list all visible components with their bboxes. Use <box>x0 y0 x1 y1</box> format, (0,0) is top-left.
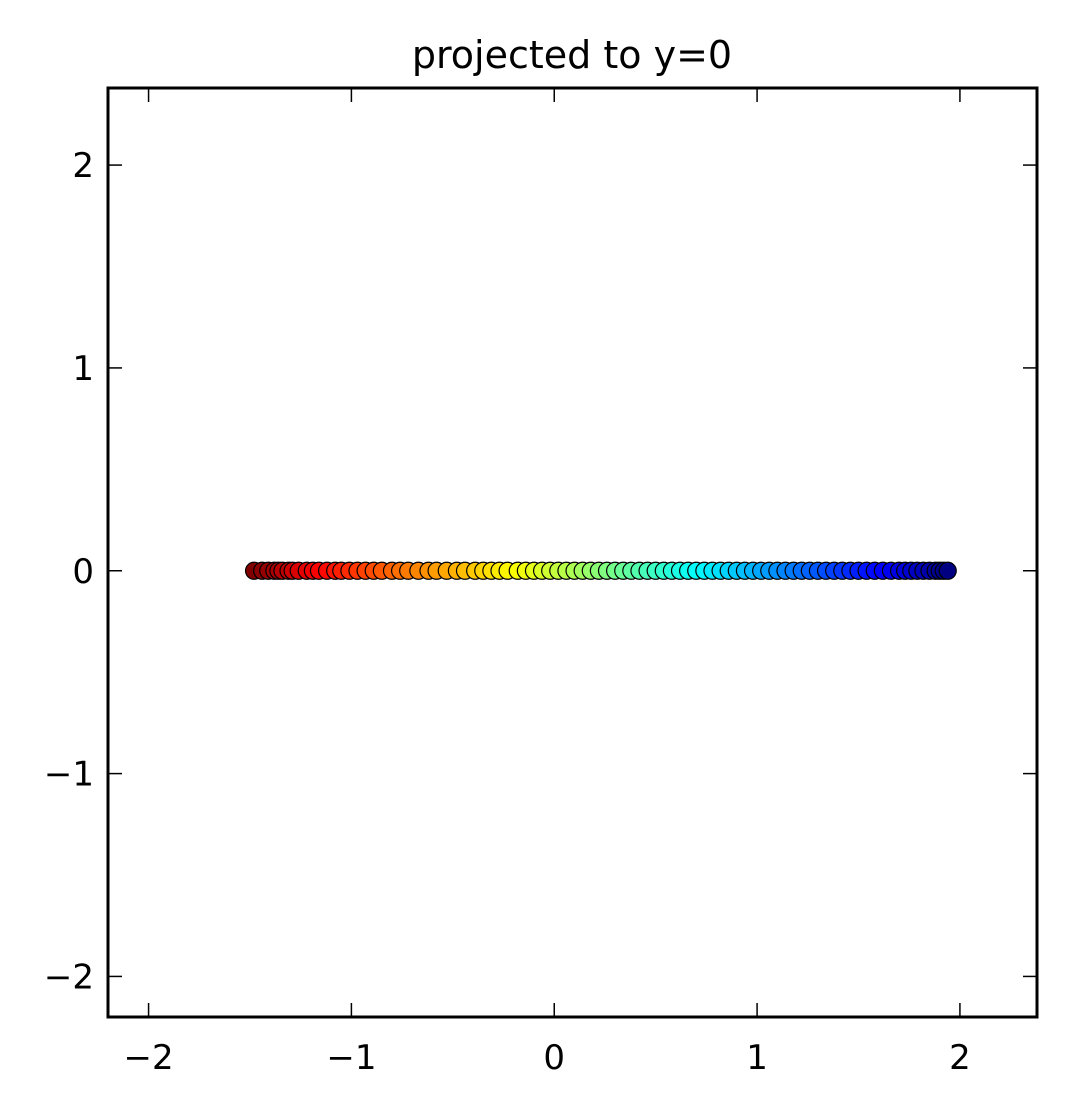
y-tick-label: 0 <box>72 552 94 592</box>
scatter-points <box>244 561 957 580</box>
y-tick-label: −1 <box>44 755 94 795</box>
plot-frame <box>106 86 1039 1019</box>
y-tick-labels: −2 −1 0 1 2 <box>44 146 94 997</box>
y-tick-label: 2 <box>72 146 94 186</box>
x-tick-label: 1 <box>746 1038 768 1078</box>
x-tick-label: 2 <box>949 1038 971 1078</box>
x-tick-label: 0 <box>543 1038 565 1078</box>
y-tick-label: −2 <box>44 957 94 997</box>
chart-title: projected to y=0 <box>412 33 732 77</box>
axis-ticks <box>108 88 1037 1017</box>
x-tick-label: −2 <box>124 1038 174 1078</box>
x-tick-labels: −2 −1 0 1 2 <box>124 1038 971 1078</box>
y-tick-label: 1 <box>72 349 94 389</box>
data-point <box>938 561 957 580</box>
x-tick-label: −1 <box>326 1038 376 1078</box>
